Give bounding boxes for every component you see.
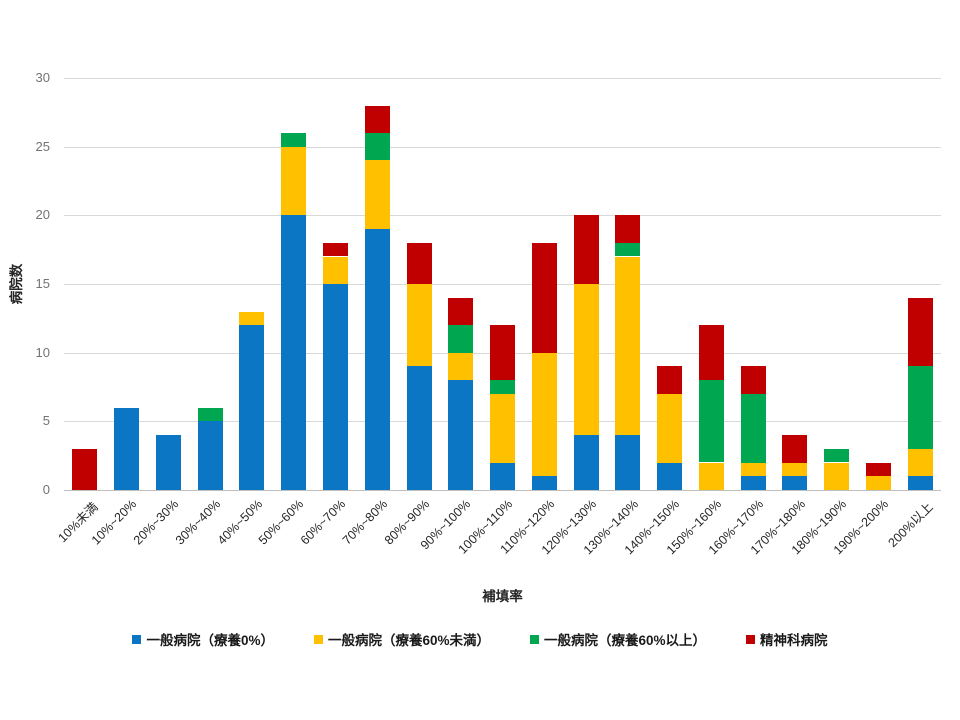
x-tick-label-text: 10%~20% [89, 497, 140, 548]
legend-item: 一般病院（療養0%） [132, 629, 274, 649]
bar-segment [448, 325, 474, 353]
legend-label: 一般病院（療養60%以上） [544, 633, 707, 648]
bar-segment [740, 476, 766, 490]
y-tick-label: 30 [35, 70, 50, 85]
x-axis-title: 補填率 [482, 589, 523, 604]
bar-segment [406, 366, 432, 490]
bar-segment [448, 352, 474, 381]
bar-segment [782, 462, 808, 477]
bar-segment [657, 366, 682, 394]
bar-segment [657, 393, 682, 463]
legend-label: 一般病院（療養60%未満） [327, 633, 490, 648]
bar-segment [573, 215, 599, 284]
bar-segment [490, 393, 515, 463]
bar-segment [323, 242, 348, 257]
legend-item: 精神科病院 [746, 629, 828, 649]
y-tick-label: 5 [42, 413, 50, 429]
bar-segment [448, 380, 474, 490]
bar-segment [824, 448, 850, 463]
bar-segment [657, 462, 682, 490]
x-tick-label-text: 70%~80% [339, 497, 391, 548]
bar-segment [531, 352, 557, 477]
gridline [64, 284, 941, 285]
bar-segment [615, 435, 641, 490]
x-tick-label-text: 60%~70% [297, 497, 349, 548]
legend-label: 精神科病院 [760, 633, 828, 648]
bar-segment [239, 311, 265, 326]
bar-segment [364, 160, 390, 230]
bar-segment [155, 435, 181, 490]
bar-segment [740, 366, 766, 394]
bar-segment [615, 256, 641, 435]
bar-segment [615, 242, 641, 257]
y-axis-title: 病院数 [9, 263, 24, 305]
bar-segment [865, 476, 891, 490]
bar-segment [740, 462, 766, 477]
bar-segment [364, 132, 390, 161]
bar-segment [197, 421, 223, 490]
bar-segment [698, 380, 724, 463]
bar-segment [782, 476, 808, 490]
bar-segment [865, 462, 891, 477]
gridline [64, 78, 941, 79]
legend-swatch [746, 634, 756, 644]
bar-segment [615, 215, 641, 243]
bar-segment [740, 393, 766, 463]
bar-segment [573, 435, 599, 490]
legend-swatch [313, 634, 323, 644]
bar-segment [323, 284, 348, 490]
bar-segment [907, 297, 933, 367]
x-tick-label-text: 30%~40% [172, 497, 224, 548]
y-tick-label: 0 [42, 482, 50, 497]
bar-segment [281, 132, 307, 147]
bar-segment [782, 435, 808, 463]
legend-label: 一般病院（療養0%） [146, 633, 274, 648]
x-axis-line [64, 490, 941, 491]
bar-segment [364, 229, 390, 490]
bar-segment [907, 448, 933, 477]
x-tick-label-text: 20%~30% [130, 497, 182, 548]
bar-segment [323, 256, 348, 284]
bar-segment [907, 366, 933, 449]
bar-segment [406, 242, 432, 284]
legend-swatch [132, 634, 142, 644]
x-tick-label-text: 200%以上 [885, 499, 936, 551]
y-tick-label: 25 [35, 138, 50, 154]
bar-segment [698, 462, 724, 490]
y-tick-label: 10 [35, 344, 50, 360]
legend-item: 一般病院（療養60%未満） [313, 629, 490, 649]
bar-segment [824, 462, 850, 490]
gridline [64, 146, 941, 148]
legend: 一般病院（療養0%） 一般病院（療養60%未満） 一般病院（療養60%以上） 精神科病… [0, 629, 960, 649]
bar-segment [364, 105, 390, 133]
bar-segment [531, 476, 557, 490]
bar-segment [281, 215, 307, 490]
bar-segment [114, 407, 140, 490]
bar-segment [490, 380, 515, 394]
bar-segment [490, 462, 515, 490]
bar-segment [239, 325, 265, 490]
bar-segment [573, 284, 599, 436]
bar-segment [698, 325, 724, 381]
legend-swatch [530, 634, 539, 644]
bar-segment [907, 476, 933, 490]
bar-segment [490, 325, 515, 381]
bar-segment [406, 284, 432, 367]
legend-item: 一般病院（療養60%以上） [530, 629, 706, 649]
bar-segment [281, 146, 307, 216]
bar-segment [72, 448, 98, 490]
bar-segment [448, 297, 474, 326]
y-tick-label: 15 [35, 276, 50, 291]
bar-segment [197, 407, 223, 422]
y-tick-label: 20 [35, 207, 50, 223]
gridline [64, 215, 941, 217]
bar-segment [531, 242, 557, 353]
